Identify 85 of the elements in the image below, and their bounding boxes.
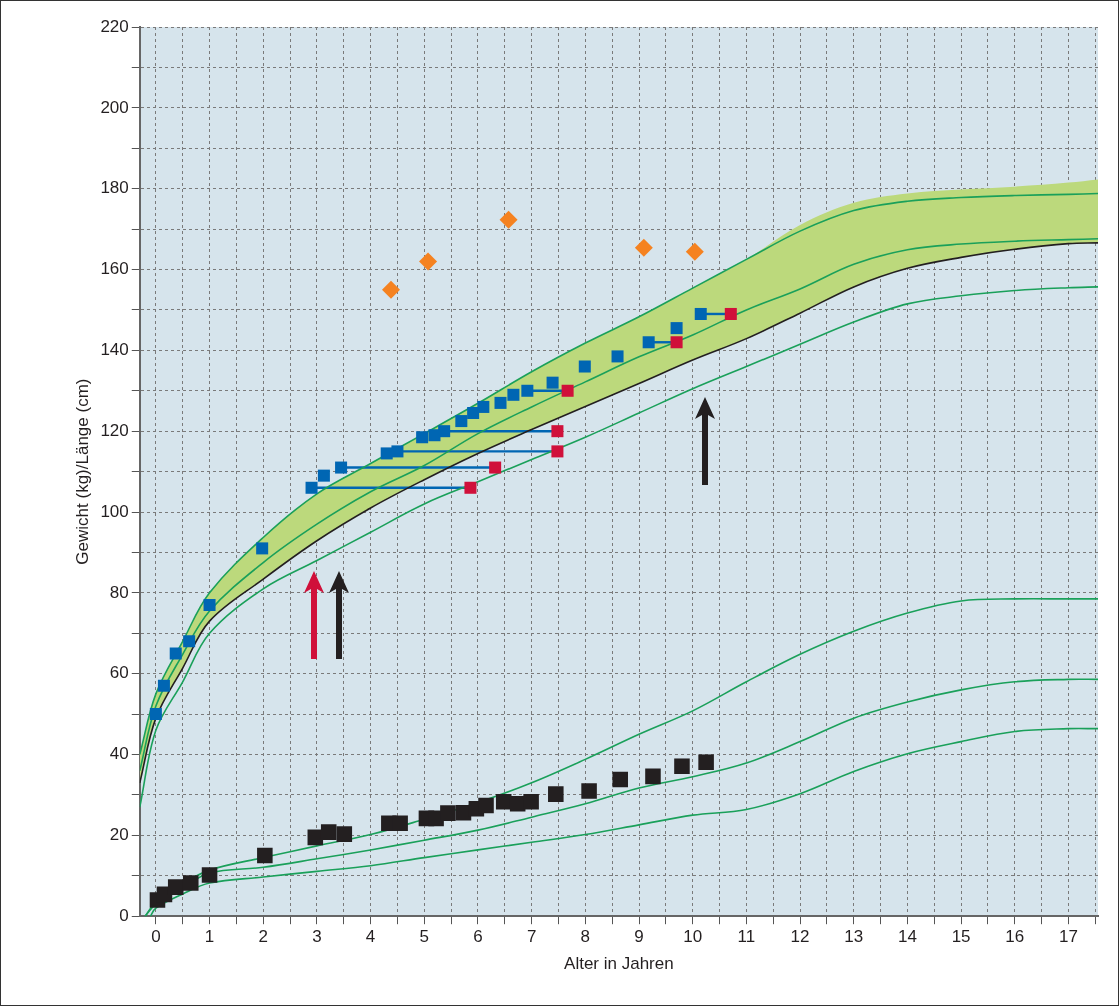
y-tick-label: 220: [100, 16, 129, 36]
x-tick-label: 16: [1005, 927, 1025, 947]
point: [392, 815, 408, 832]
point: [182, 875, 199, 891]
y-tick-label: 60: [109, 663, 129, 683]
x-tick-label: 4: [365, 927, 376, 947]
y-tick-label: 80: [109, 582, 129, 602]
x-tick-label: 11: [737, 927, 756, 947]
x-tick-label: 1: [204, 927, 215, 947]
point: [416, 431, 429, 444]
point: [335, 461, 348, 474]
point: [305, 481, 318, 494]
y-tick-label: 40: [109, 744, 129, 764]
point: [551, 425, 564, 438]
x-tick-label: 9: [634, 927, 644, 947]
point: [478, 797, 494, 814]
point: [670, 322, 683, 335]
point: [561, 384, 574, 397]
y-tick-label: 100: [100, 501, 129, 521]
point: [611, 350, 624, 363]
point: [256, 542, 269, 555]
x-tick-label: 12: [790, 927, 810, 947]
y-tick-label: 120: [100, 420, 129, 440]
point: [685, 242, 704, 261]
x-tick-label: 17: [1059, 927, 1078, 947]
point: [698, 754, 714, 770]
x-tick-label: 7: [526, 927, 537, 947]
y-axis-title: Gewicht (kg)/Länge (cm): [72, 378, 92, 565]
point: [320, 824, 337, 840]
point: [183, 635, 196, 648]
point: [670, 336, 683, 349]
x-tick-label: 13: [844, 927, 864, 947]
x-tick-label: 10: [683, 927, 703, 947]
point: [494, 396, 507, 409]
point: [317, 469, 330, 482]
point: [167, 879, 184, 895]
x-tick-label: 8: [580, 927, 591, 947]
point: [455, 415, 468, 428]
point: [551, 445, 564, 458]
point: [149, 708, 162, 721]
x-axis-title: Alter in Jahren: [564, 954, 674, 974]
point: [464, 481, 477, 494]
point: [694, 307, 707, 320]
y-tick-label: 20: [109, 825, 129, 845]
point: [157, 679, 170, 692]
point: [382, 280, 400, 299]
x-tick-label: 6: [473, 927, 483, 947]
point: [203, 598, 216, 611]
y-tick-label: 180: [100, 178, 129, 198]
point: [634, 238, 653, 257]
x-tick-label: 14: [897, 927, 917, 947]
x-tick-label: 3: [312, 927, 322, 947]
point: [612, 771, 628, 788]
point: [477, 400, 490, 413]
y-tick-label: 160: [100, 259, 129, 279]
point: [645, 768, 661, 785]
point: [257, 847, 273, 864]
point: [507, 388, 520, 401]
point: [546, 376, 559, 389]
point: [169, 647, 182, 660]
point: [438, 425, 451, 438]
y-tick-label: 200: [100, 97, 129, 117]
point: [581, 783, 597, 799]
point: [523, 794, 539, 810]
point: [642, 336, 655, 349]
point: [724, 307, 737, 320]
point: [440, 805, 456, 821]
x-tick-label: 5: [419, 927, 430, 947]
point: [201, 867, 218, 883]
point: [467, 406, 480, 419]
y-tick-label: 0: [119, 905, 129, 925]
y-tick-label: 140: [100, 340, 129, 360]
point: [674, 758, 690, 775]
point: [548, 786, 564, 802]
x-tick-label: 15: [951, 927, 971, 947]
point: [521, 384, 534, 397]
point: [578, 360, 591, 373]
point: [391, 445, 404, 458]
point: [419, 252, 438, 271]
point: [336, 826, 353, 842]
point: [489, 461, 502, 474]
x-tick-label: 0: [151, 927, 161, 947]
x-tick-label: 2: [258, 927, 268, 947]
point: [499, 210, 518, 229]
point: [455, 804, 472, 821]
